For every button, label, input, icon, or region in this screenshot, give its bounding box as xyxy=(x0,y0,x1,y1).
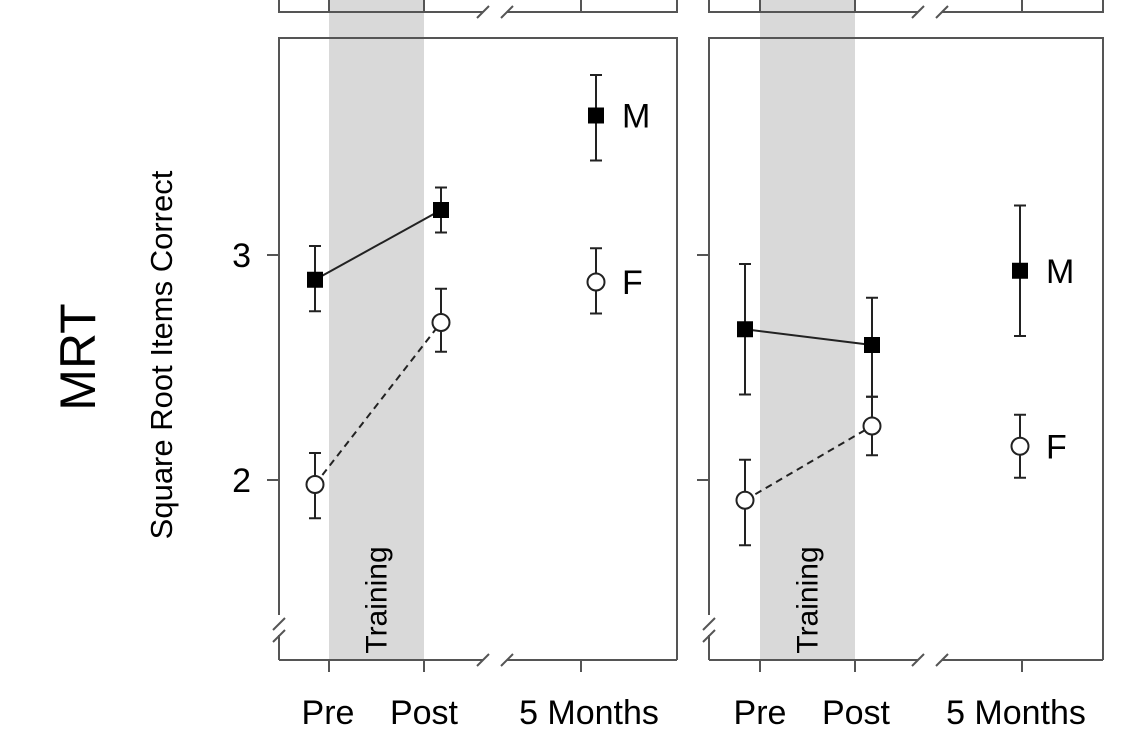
x-tick-label: 5 Months xyxy=(946,694,1086,732)
training-shade xyxy=(760,0,855,660)
upper-axis-break xyxy=(476,5,514,19)
x-axis-break xyxy=(476,653,514,667)
data-point-M xyxy=(588,107,604,124)
x-tick-label: Post xyxy=(822,694,891,732)
series-label-F: F xyxy=(622,264,643,302)
data-point-M xyxy=(1012,262,1028,279)
data-point-F xyxy=(305,475,325,494)
data-point-F xyxy=(862,416,882,436)
panel-left: Training Pre Post 5 Months 2 3 M F xyxy=(232,0,678,732)
training-label: Training xyxy=(361,546,394,653)
upper-frame-right xyxy=(507,0,678,13)
data-point-M xyxy=(864,337,880,353)
panel-right: Training Pre Post 5 Months M F xyxy=(697,0,1104,732)
panel-frame xyxy=(278,37,678,660)
x-tick-label: 5 Months xyxy=(519,694,659,732)
series-label-M: M xyxy=(1046,253,1074,291)
data-point-F xyxy=(586,272,606,292)
x-tick-label: Pre xyxy=(734,694,787,732)
y-axis-break xyxy=(272,617,286,643)
data-point-F xyxy=(735,490,755,510)
training-shade xyxy=(329,0,424,660)
upper-frame-right xyxy=(942,0,1104,13)
y-axis-break xyxy=(702,617,716,643)
row-label: MRT xyxy=(50,303,106,410)
upper-frame-left xyxy=(278,0,483,13)
data-point-M xyxy=(307,271,323,288)
series-line-F xyxy=(314,321,442,486)
data-point-M xyxy=(433,202,449,218)
series-label-M: M xyxy=(622,98,650,136)
y-axis-title: Square Root Items Correct xyxy=(144,170,179,539)
y-tick-label: 3 xyxy=(232,237,251,275)
training-label: Training xyxy=(792,546,825,653)
series-label-F: F xyxy=(1046,428,1067,466)
y-tick-label: 2 xyxy=(232,462,251,500)
upper-axis-break xyxy=(911,5,949,19)
series-line-F xyxy=(744,425,873,502)
data-point-M xyxy=(737,321,753,338)
x-tick-label: Post xyxy=(390,694,459,732)
x-axis-break xyxy=(911,653,949,667)
upper-frame-left xyxy=(708,0,918,13)
panel-frame xyxy=(708,37,1104,660)
data-point-F xyxy=(1010,436,1030,456)
series-line-M xyxy=(314,209,442,281)
data-point-F xyxy=(431,313,451,332)
series-line-M xyxy=(744,328,873,346)
x-tick-label: Pre xyxy=(302,694,355,732)
